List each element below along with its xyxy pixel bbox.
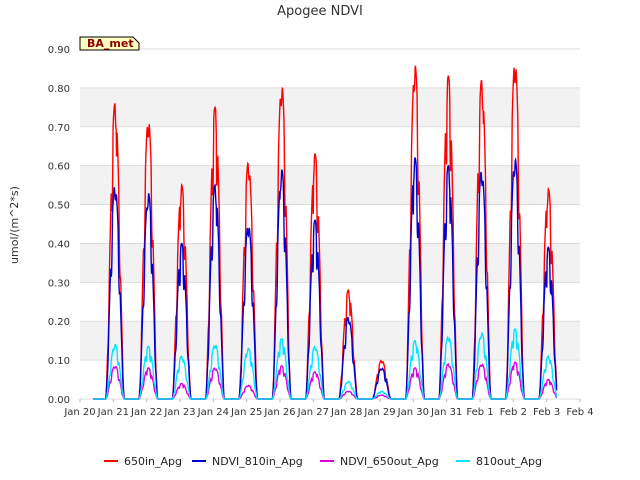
y-tick-label: 0.20 (48, 317, 70, 328)
y-tick-label: 0.80 (48, 84, 70, 95)
plot-background (80, 49, 580, 399)
x-axis-ticks: Jan 20 Jan 21 Jan 22 Jan 23 Jan 24 Jan 25 Jan … (63, 399, 594, 418)
badge-label: BA_met (87, 37, 134, 50)
plot-band (80, 282, 580, 322)
legend-label: 650in_Apg (124, 455, 182, 468)
x-tick-label: Jan 24 (197, 407, 229, 418)
legend-label: NDVI_810in_Apg (212, 455, 303, 468)
chart-title: Apogee NDVI (277, 4, 363, 19)
x-tick-label: Jan 25 (230, 407, 262, 418)
plot-band (80, 321, 580, 361)
y-tick-label: 0.10 (48, 356, 70, 367)
x-tick-label: Jan 26 (263, 407, 295, 418)
y-tick-label: 0.60 (48, 162, 70, 173)
x-tick-label: Jan 22 (130, 407, 162, 418)
x-tick-label: Jan 23 (163, 407, 195, 418)
plot-band (80, 360, 580, 399)
x-tick-label: Jan 21 (97, 407, 129, 418)
plot-band (80, 126, 580, 166)
x-tick-label: Jan 27 (297, 407, 329, 418)
y-tick-label: 0.70 (48, 123, 70, 134)
plot-band (80, 165, 580, 205)
x-tick-label: Feb 4 (566, 407, 593, 418)
x-tick-label: Jan 31 (430, 407, 462, 418)
y-tick-label: 0.00 (48, 395, 70, 406)
series-line-810out_Apg (93, 328, 558, 400)
plot-band (80, 243, 580, 283)
site-badge: BA_met (79, 36, 140, 51)
x-tick-label: Jan 28 (330, 407, 362, 418)
grid-lines (80, 48, 580, 400)
y-tick-label: 0.90 (48, 45, 70, 56)
y-tick-label: 0.30 (48, 278, 70, 289)
y-axis-label: umol/(m^2*s) (8, 186, 21, 264)
plot-band (80, 204, 580, 244)
legend-label: 810out_Apg (476, 455, 542, 468)
y-tick-label: 0.40 (48, 239, 70, 250)
x-tick-label: Feb 2 (500, 407, 527, 418)
plot-band (80, 49, 580, 88)
badge-box (79, 36, 140, 51)
x-tick-label: Jan 29 (363, 407, 395, 418)
x-tick-label: Jan 20 (63, 407, 95, 418)
series-layer (93, 65, 558, 400)
legend: 650in_Apg NDVI_810in_Apg NDVI_650out_Apg 81… (104, 455, 542, 468)
plot-band (80, 87, 580, 127)
x-tick-label: Feb 3 (533, 407, 560, 418)
y-axis-ticks: 0.00 0.10 0.20 0.30 0.40 0.50 0.60 0.70 0.80 0.90 (48, 45, 70, 406)
y-tick-label: 0.50 (48, 201, 70, 212)
x-tick-label: Feb 1 (466, 407, 493, 418)
legend-label: NDVI_650out_Apg (340, 455, 439, 468)
x-tick-label: Jan 30 (397, 407, 429, 418)
